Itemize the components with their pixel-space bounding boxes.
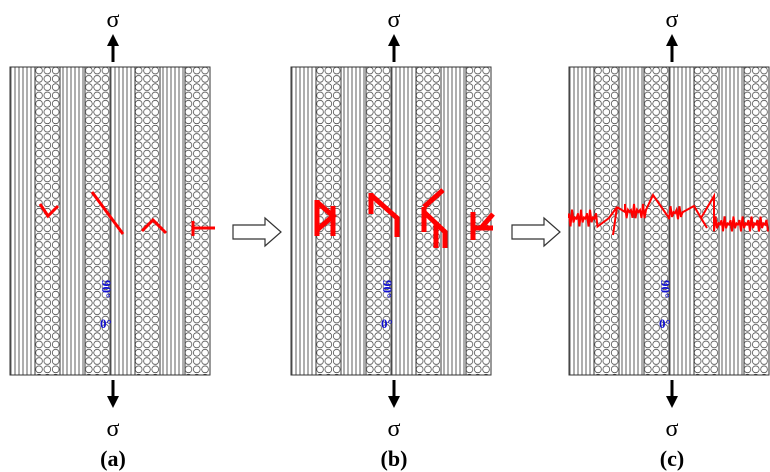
ply-angle: 0° <box>100 316 112 331</box>
ply-angle: 90° <box>99 280 114 298</box>
load-arrowhead <box>107 34 119 46</box>
fiber-0-ply <box>35 67 60 375</box>
fiber-90-ply <box>619 67 644 375</box>
fiber-90-ply <box>60 67 85 375</box>
fiber-90-ply <box>10 67 35 375</box>
fiber-90-ply <box>291 67 316 375</box>
fiber-90-ply <box>341 67 366 375</box>
load-arrowhead <box>388 34 400 46</box>
sigma-label: σ <box>107 7 120 33</box>
load-arrowhead <box>388 396 400 408</box>
sigma-label: σ <box>388 7 401 33</box>
fiber-0-ply <box>185 67 210 375</box>
panel: σ σ (c) 90° 0° <box>569 7 769 471</box>
load-arrowhead <box>666 34 678 46</box>
sigma-label: σ <box>107 416 120 442</box>
load-arrowhead <box>666 396 678 408</box>
sigma-label: σ <box>388 416 401 442</box>
panel-label: (b) <box>381 446 408 471</box>
ply-angle: 90° <box>658 280 673 298</box>
ply-angle: 90° <box>380 280 395 298</box>
load-arrowhead <box>107 396 119 408</box>
fiber-90-ply <box>160 67 185 375</box>
fiber-0-ply <box>135 67 160 375</box>
panel-label: (a) <box>100 446 126 471</box>
panel: σ σ (b) 90° 0° <box>291 7 493 471</box>
panel-label: (c) <box>660 446 684 471</box>
fiber-90-ply <box>441 67 466 375</box>
sigma-label: σ <box>666 416 679 442</box>
ply-angle: 0° <box>381 316 393 331</box>
sigma-label: σ <box>666 7 679 33</box>
fiber-90-ply <box>669 67 694 375</box>
ply-angle: 0° <box>659 316 671 331</box>
fiber-0-ply <box>416 67 441 375</box>
panel: σ σ (a) 90° 0° <box>10 7 215 471</box>
figure: σ σ (a) 90° 0° σ σ (b) 90° 0° σ σ (c) 90° 0° <box>0 0 770 472</box>
